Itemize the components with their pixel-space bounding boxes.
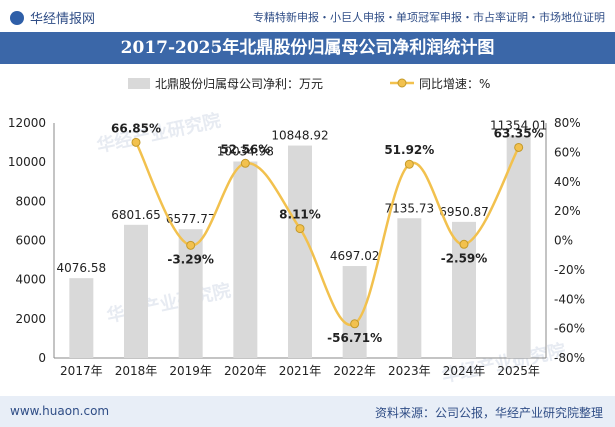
footer-bar: www.huaon.com 资料来源：公司公报，华经产业研究院整理 bbox=[0, 396, 615, 427]
growth-point bbox=[186, 240, 196, 250]
x-tick-label: 2022年 bbox=[333, 364, 376, 378]
bar-value-label: 10848.92 bbox=[271, 129, 328, 143]
bar-value-label: 6801.65 bbox=[111, 208, 161, 222]
bar bbox=[124, 224, 148, 358]
x-tick-label: 2024年 bbox=[443, 364, 486, 378]
bar-value-label: 7135.73 bbox=[385, 201, 435, 215]
header-taglines: 专精特新申报・小巨人申报・单项冠军申报・市占率证明・市场地位证明 bbox=[253, 11, 605, 24]
growth-value-label: 63.35% bbox=[494, 126, 544, 140]
growth-value-label: -2.59% bbox=[441, 251, 488, 265]
growth-point bbox=[131, 137, 141, 147]
y-right-tick-label: -20% bbox=[554, 263, 585, 277]
bar-value-label: 4076.58 bbox=[57, 261, 107, 275]
legend-bar-label: 北鼎股份归属母公司净利：万元 bbox=[155, 77, 323, 91]
bar-value-label: 6577.77 bbox=[166, 212, 216, 226]
y-left-tick-label: 2000 bbox=[15, 312, 46, 326]
y-right-tick-label: 80% bbox=[554, 116, 581, 130]
brand-logo[interactable]: 华经情报网 bbox=[10, 8, 95, 27]
y-right-tick-label: 20% bbox=[554, 204, 581, 218]
data-source: 资料来源：公司公报，华经产业研究院整理 bbox=[374, 406, 603, 420]
y-right-tick-label: -60% bbox=[554, 322, 585, 336]
x-tick-label: 2019年 bbox=[169, 364, 212, 378]
brand-name: 华经情报网 bbox=[30, 12, 96, 27]
bar bbox=[233, 161, 258, 358]
bar-value-label: 10034.98 bbox=[217, 144, 274, 158]
bar-value-label: 6950.87 bbox=[439, 205, 489, 219]
growth-point bbox=[240, 158, 250, 168]
x-tick-label: 2017年 bbox=[60, 364, 103, 378]
growth-value-label: 51.92% bbox=[384, 143, 434, 157]
bar bbox=[506, 135, 531, 358]
bar bbox=[288, 145, 312, 358]
legend-line-label: 同比增速：% bbox=[419, 77, 490, 91]
legend-bar-swatch bbox=[128, 78, 150, 89]
y-right-tick-label: 60% bbox=[554, 145, 581, 159]
growth-value-label: -56.71% bbox=[327, 331, 382, 345]
y-left-tick-label: 8000 bbox=[15, 194, 46, 208]
top-bar: 华经情报网 专精特新申报・小巨人申报・单项冠军申报・市占率证明・市场地位证明 bbox=[0, 0, 615, 32]
y-left-tick-label: 6000 bbox=[15, 234, 46, 248]
x-tick-label: 2025年 bbox=[497, 364, 540, 378]
bar-value-label: 11354.01 bbox=[490, 119, 547, 133]
x-tick-label: 2018年 bbox=[115, 364, 158, 378]
bar-value-label: 4697.02 bbox=[330, 249, 380, 263]
bar bbox=[397, 218, 422, 358]
growth-point bbox=[350, 319, 360, 329]
y-right-tick-label: 40% bbox=[554, 175, 581, 189]
chart-title: 2017-2025年北鼎股份归属母公司净利润统计图 bbox=[120, 38, 495, 58]
growth-point bbox=[295, 224, 305, 234]
growth-point bbox=[404, 159, 414, 169]
y-right-tick-label: -80% bbox=[554, 351, 585, 365]
bar bbox=[69, 278, 94, 358]
logo-icon bbox=[10, 10, 24, 25]
growth-value-label: 66.85% bbox=[111, 121, 161, 135]
x-tick-label: 2023年 bbox=[388, 364, 431, 378]
bar bbox=[178, 229, 203, 358]
growth-value-label: 8.11% bbox=[279, 208, 321, 222]
y-right-tick-label: 0% bbox=[554, 234, 573, 248]
y-left-tick-label: 12000 bbox=[8, 116, 46, 130]
title-bar: 2017-2025年北鼎股份归属母公司净利润统计图 bbox=[0, 32, 615, 64]
y-left-tick-label: 10000 bbox=[8, 155, 46, 169]
y-left-tick-label: 4000 bbox=[15, 273, 46, 287]
y-left-tick-label: 0 bbox=[38, 351, 46, 365]
growth-point bbox=[514, 142, 524, 152]
growth-value-label: -3.29% bbox=[167, 252, 214, 266]
website-link[interactable]: www.huaon.com bbox=[10, 404, 110, 418]
y-right-tick-label: -40% bbox=[554, 292, 585, 306]
growth-line bbox=[134, 141, 520, 327]
growth-value-label: 52.56% bbox=[220, 142, 270, 156]
x-tick-label: 2020年 bbox=[224, 364, 267, 378]
x-tick-label: 2021年 bbox=[279, 364, 322, 378]
growth-point bbox=[459, 239, 469, 249]
legend-line-marker bbox=[397, 78, 407, 88]
